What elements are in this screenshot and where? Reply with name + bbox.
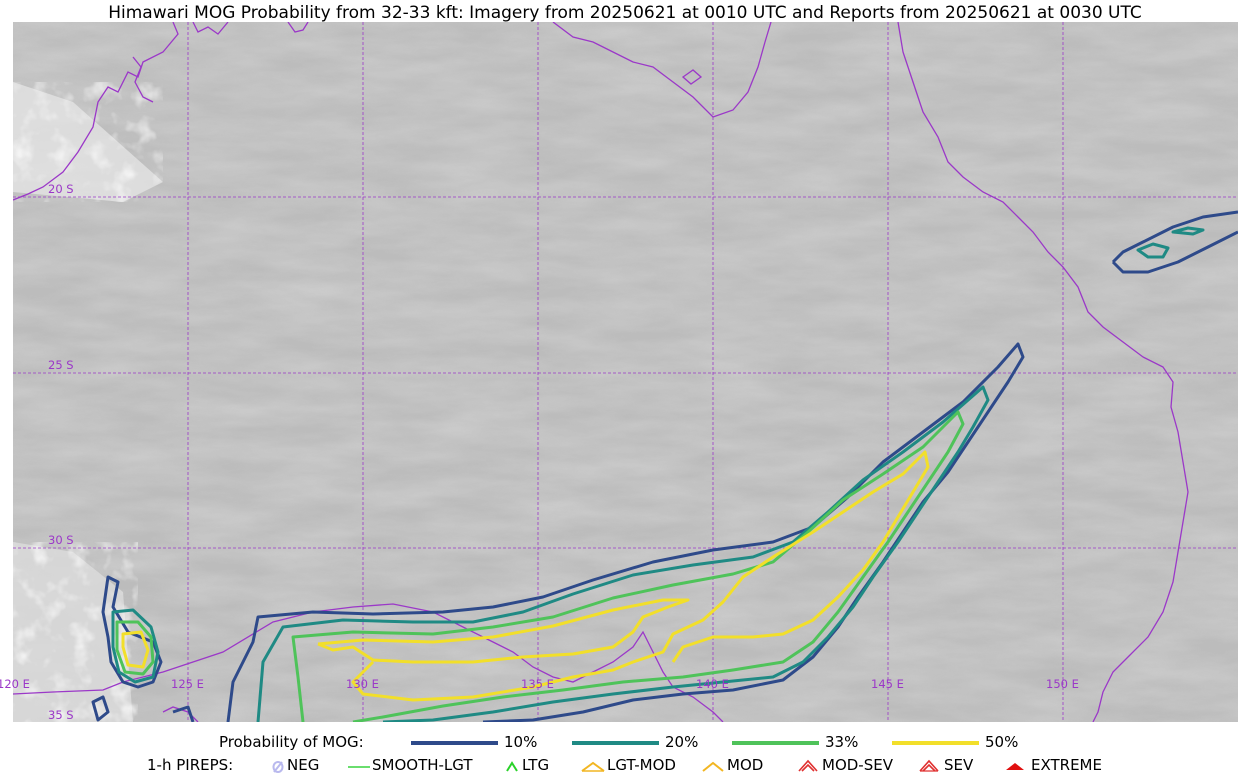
smooth-lgt-icon bbox=[348, 766, 370, 768]
extreme-icon bbox=[1006, 763, 1024, 770]
probability-legend-title: Probability of MOG: bbox=[219, 733, 364, 751]
pirep-label-mod: MOD bbox=[727, 756, 764, 774]
pirep-label-mod-sev: MOD-SEV bbox=[822, 756, 893, 774]
figure-title: Himawari MOG Probability from 32-33 kft:… bbox=[108, 3, 1142, 23]
pirep-label-neg: NEG bbox=[287, 756, 320, 774]
contour-50pct-sw bbox=[121, 630, 150, 669]
contour-50pct-main bbox=[317, 450, 930, 702]
lat-label-25s: 25 S bbox=[48, 358, 74, 372]
contour-10pct-se bbox=[91, 695, 195, 722]
mog-contours bbox=[91, 210, 1238, 722]
lgt-mod-icon bbox=[581, 761, 605, 772]
pirep-label-smooth-lgt: SMOOTH-LGT bbox=[372, 756, 473, 774]
map-canvas bbox=[13, 22, 1238, 722]
swatch-20pct bbox=[572, 741, 659, 745]
pirep-label-ltg: LTG bbox=[522, 756, 550, 774]
lat-label-35s: 35 S bbox=[48, 708, 74, 722]
pirep-legend-title: 1-h PIREPS: bbox=[147, 756, 234, 774]
swatch-50pct bbox=[892, 741, 979, 745]
neg-icon bbox=[272, 761, 284, 773]
pirep-label-extreme: EXTREME bbox=[1031, 756, 1102, 774]
lon-label-140e: 140 E bbox=[696, 677, 729, 691]
sev-icon bbox=[919, 759, 939, 772]
coastline bbox=[13, 22, 1189, 722]
contour-33pct-sw bbox=[115, 620, 155, 676]
lon-label-130e: 130 E bbox=[346, 677, 379, 691]
legend-label-10pct: 10% bbox=[504, 733, 538, 751]
pirep-label-lgt-mod: LGT-MOD bbox=[607, 756, 676, 774]
lat-label-30s: 30 S bbox=[48, 533, 74, 547]
contour-10pct-ne bbox=[1111, 210, 1238, 274]
probability-legend: Probability of MOG: 10% 20% 33% 50% bbox=[0, 733, 1250, 753]
contour-20pct-main bbox=[256, 385, 990, 722]
mod-icon bbox=[702, 761, 724, 772]
lon-label-145e: 145 E bbox=[871, 677, 904, 691]
ltg-icon bbox=[506, 761, 518, 772]
cloud-bright-sw bbox=[13, 542, 138, 722]
imagery-texture bbox=[13, 22, 1238, 722]
legend-label-20pct: 20% bbox=[665, 733, 699, 751]
lat-label-20s: 20 S bbox=[48, 182, 74, 196]
cloud-bright-nw bbox=[13, 82, 163, 202]
mod-sev-icon bbox=[798, 759, 818, 772]
contour-10pct-sw bbox=[101, 575, 163, 689]
contour-20pct-sw bbox=[111, 608, 160, 684]
swatch-10pct bbox=[411, 741, 498, 745]
contour-20pct-ne bbox=[1136, 226, 1205, 259]
legend-label-50pct: 50% bbox=[985, 733, 1019, 751]
pirep-legend: 1-h PIREPS: NEG SMOOTH-LGT LTG LGT-MOD M… bbox=[0, 756, 1250, 776]
lon-label-150e: 150 E bbox=[1046, 677, 1079, 691]
swatch-33pct bbox=[732, 741, 819, 745]
contour-10pct-main bbox=[226, 342, 1025, 722]
lon-label-135e: 135 E bbox=[521, 677, 554, 691]
satellite-map[interactable]: 20 S 25 S 30 S 35 S bbox=[13, 22, 1238, 722]
pirep-label-sev: SEV bbox=[944, 756, 974, 774]
gridlines bbox=[13, 22, 1238, 722]
legend-label-33pct: 33% bbox=[825, 733, 859, 751]
lon-label-125e: 125 E bbox=[171, 677, 204, 691]
lon-label-120e: 120 E bbox=[0, 677, 30, 691]
contour-33pct-main bbox=[291, 410, 965, 722]
